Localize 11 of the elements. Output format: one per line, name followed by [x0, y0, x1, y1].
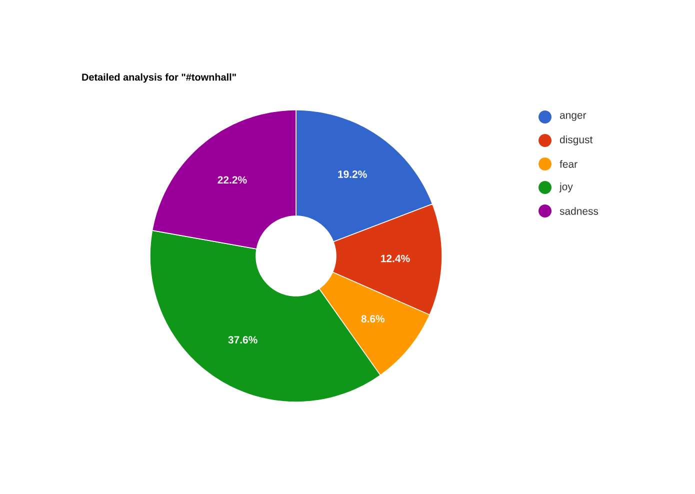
chart-title: Detailed analysis for "#townhall": [82, 73, 236, 83]
data-label: 19.2%: [338, 170, 367, 178]
legend-label: joy: [559, 182, 573, 192]
data-label: 12.4%: [381, 254, 410, 262]
legend-label: sadness: [560, 207, 598, 215]
legend-label: fear: [560, 160, 578, 168]
legend-label: disgust: [560, 136, 593, 146]
legend-label: anger: [560, 113, 586, 121]
data-label: 22.2%: [218, 176, 247, 184]
data-label: 8.6%: [361, 315, 385, 323]
data-label: 37.6%: [228, 336, 258, 344]
